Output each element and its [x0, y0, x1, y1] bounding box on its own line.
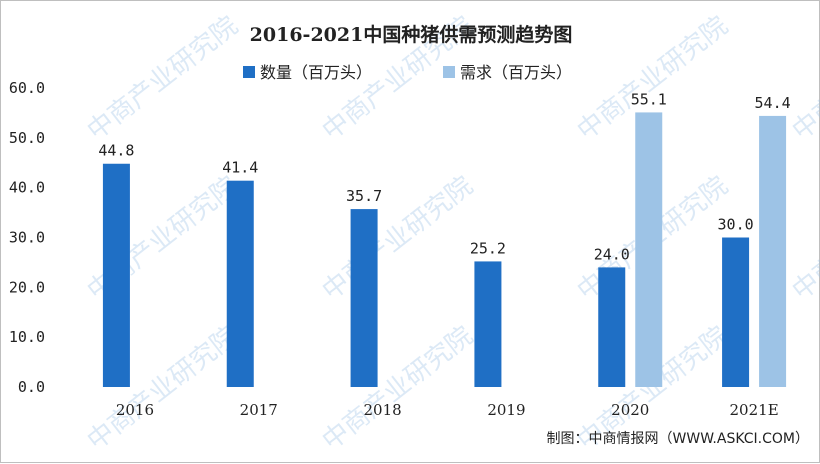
data-label: 35.7 — [346, 187, 382, 205]
y-tick-label: 50.0 — [9, 129, 45, 147]
x-tick-label: 2018 — [363, 401, 401, 419]
chart-title: 2016-2021中国种猪供需预测趋势图 — [250, 23, 573, 46]
bar-quantity-2021E — [722, 237, 750, 387]
watermark-text: 中商产业研究院 — [82, 11, 244, 147]
bar-quantity-2018 — [350, 209, 378, 387]
x-tick-label: 2017 — [240, 401, 278, 419]
data-labels: 44.8 41.4 35.7 25.2 24.0 55.1 30.0 54.4 — [98, 90, 790, 263]
data-label: 30.0 — [718, 216, 754, 234]
legend-swatch-1 — [243, 66, 255, 78]
bar-quantity-2019 — [474, 261, 502, 387]
legend: 数量（百万头） 需求（百万头） — [243, 63, 572, 82]
bar-demand-2020 — [635, 112, 663, 387]
bar-quantity-2016 — [102, 163, 130, 387]
bar-quantity-2017 — [226, 180, 254, 387]
data-label: 24.0 — [594, 245, 630, 263]
data-label: 54.4 — [755, 94, 791, 112]
y-axis: 0.0 10.0 20.0 30.0 40.0 50.0 60.0 — [9, 79, 45, 396]
bar-quantity-2020 — [598, 267, 626, 387]
legend-label-1: 数量（百万头） — [260, 63, 372, 82]
y-tick-label: 30.0 — [9, 229, 45, 247]
watermark-text: 中商产业研究院 — [787, 11, 820, 147]
data-label: 44.8 — [98, 142, 134, 160]
watermark-text: 中商产业研究院 — [317, 321, 479, 457]
bar-demand-2021E — [759, 115, 787, 387]
watermark-text: 中商产业研究院 — [317, 171, 479, 307]
y-tick-label: 60.0 — [9, 79, 45, 97]
y-tick-label: 10.0 — [9, 328, 45, 346]
y-tick-label: 0.0 — [18, 378, 45, 396]
x-tick-label: 2021E — [730, 401, 779, 419]
legend-swatch-2 — [443, 66, 455, 78]
x-axis: 2016 2017 2018 2019 2020 2021E — [116, 401, 779, 419]
x-tick-label: 2019 — [487, 401, 525, 419]
y-tick-label: 20.0 — [9, 278, 45, 296]
bars — [102, 112, 787, 387]
watermark-text: 中商产业研究院 — [787, 171, 820, 307]
x-tick-label: 2016 — [116, 401, 154, 419]
data-label: 25.2 — [470, 239, 506, 257]
data-label: 41.4 — [222, 159, 258, 177]
source-credit: 制图：中商情报网（WWW.ASKCI.COM） — [547, 431, 809, 447]
y-tick-label: 40.0 — [9, 179, 45, 197]
legend-label-2: 需求（百万头） — [460, 63, 572, 82]
x-tick-label: 2020 — [611, 401, 649, 419]
data-label: 55.1 — [631, 90, 667, 108]
